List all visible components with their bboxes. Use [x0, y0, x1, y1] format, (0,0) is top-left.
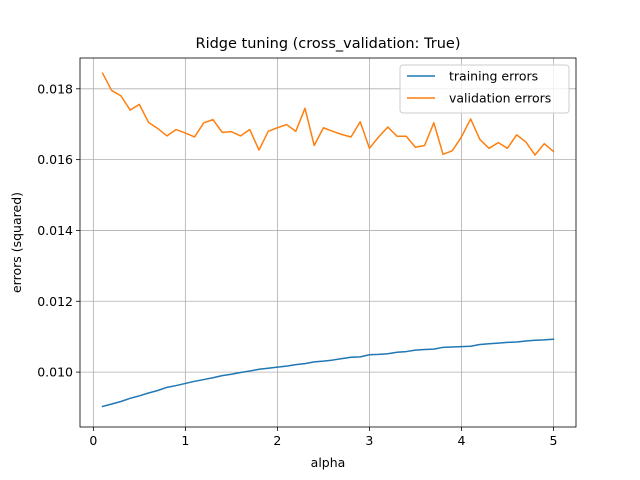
- legend: training errors validation errors: [399, 64, 570, 114]
- series-line-training-errors: [101, 338, 555, 408]
- x-tick-label: 1: [181, 433, 189, 448]
- x-tick-label: 0: [89, 433, 97, 448]
- x-tick-label: 3: [365, 433, 373, 448]
- series-layer: [101, 72, 555, 408]
- ticks: 0 1 2 3 4 5 0.010 0.012 0.014 0.016 0.018: [37, 81, 557, 448]
- y-tick-label: 0.018: [37, 81, 73, 96]
- legend-label-training: training errors: [449, 69, 538, 84]
- axes-frame: [79, 57, 577, 428]
- chart-title: Ridge tuning (cross_validation: True): [196, 36, 461, 52]
- x-tick-label: 2: [273, 433, 281, 448]
- y-tick-label: 0.012: [37, 294, 73, 309]
- series-line-validation-errors: [101, 72, 555, 156]
- y-axis-label: errors (squared): [9, 192, 24, 293]
- legend-box: [399, 64, 570, 114]
- y-tick-label: 0.016: [37, 152, 73, 167]
- x-tick-label: 4: [457, 433, 465, 448]
- y-tick-label: 0.010: [37, 365, 73, 380]
- y-tick-label: 0.014: [37, 223, 73, 238]
- x-axis-label: alpha: [311, 455, 346, 470]
- x-tick-label: 5: [549, 433, 557, 448]
- legend-label-validation: validation errors: [449, 91, 551, 106]
